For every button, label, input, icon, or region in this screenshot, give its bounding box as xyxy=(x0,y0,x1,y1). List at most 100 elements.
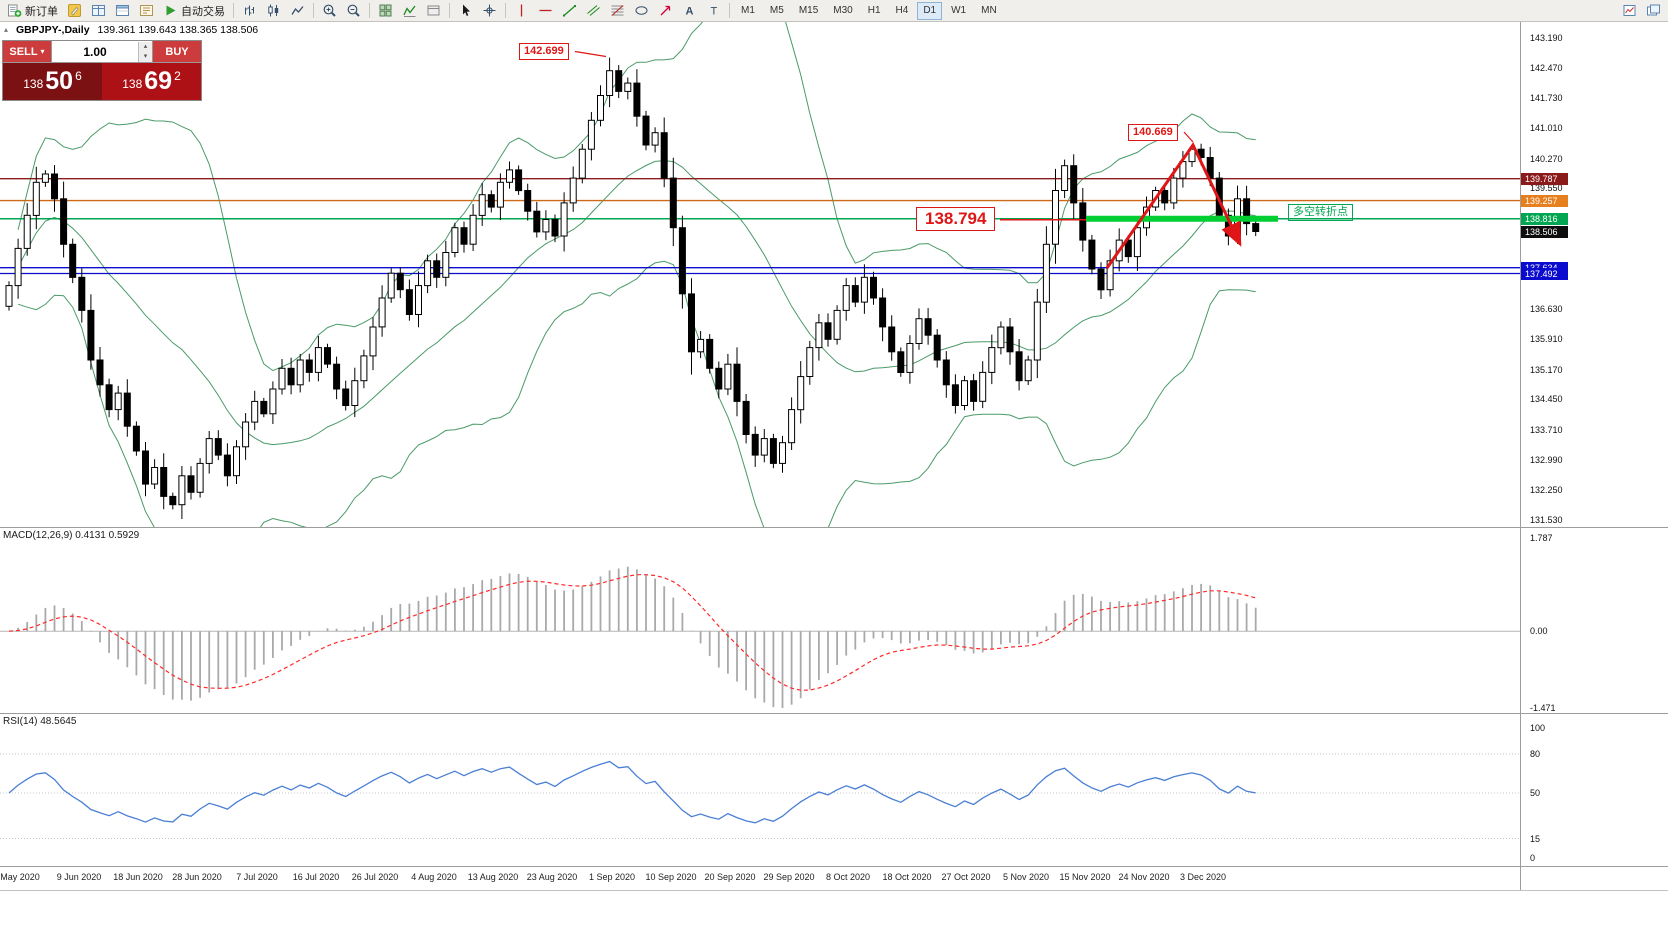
time-label: 4 Aug 2020 xyxy=(411,872,457,882)
profile-charts-icon[interactable] xyxy=(1642,0,1665,21)
zoom-in-icon[interactable] xyxy=(318,0,341,21)
navigator-icon xyxy=(139,3,154,18)
timeframe-m1-button[interactable]: M1 xyxy=(741,4,755,16)
price-tag: 137.492 xyxy=(1521,268,1568,280)
annotation-high-142699[interactable]: 142.699 xyxy=(519,43,569,60)
annotation-high-140669[interactable]: 140.669 xyxy=(1128,124,1178,141)
tile-windows-icon[interactable] xyxy=(374,0,397,21)
cursor-icon xyxy=(458,3,473,18)
crosshair-icon[interactable] xyxy=(478,0,501,21)
navigator-icon[interactable] xyxy=(135,0,158,21)
time-label: May 2020 xyxy=(0,872,40,882)
price-tick: 141.730 xyxy=(1530,93,1563,103)
timeframe-h1-button[interactable]: H1 xyxy=(867,4,881,16)
sell-label: SELL xyxy=(9,45,38,58)
autotrading-button[interactable]: 自动交易 xyxy=(159,0,229,21)
metaeditor-icon[interactable] xyxy=(63,0,86,21)
data-window-icon xyxy=(115,3,130,18)
timeframe-m5-button[interactable]: M5 xyxy=(769,4,784,16)
time-label: 8 Oct 2020 xyxy=(825,872,871,882)
sell-price-pips: 50 xyxy=(45,67,74,95)
price-scale[interactable]: 143.190 142.470 141.730 141.010 140.270 139.5… xyxy=(1520,22,1668,890)
templates-icon xyxy=(426,3,441,18)
fibonacci-icon[interactable] xyxy=(606,0,629,21)
price-tick: 141.010 xyxy=(1530,123,1563,133)
volume-field[interactable]: 1.00 ▴ ▾ xyxy=(51,41,153,62)
time-axis[interactable]: May 2020 9 Jun 2020 18 Jun 2020 28 Jun 2020… xyxy=(0,866,1520,890)
price-tick: 136.630 xyxy=(1530,304,1563,314)
bar-chart-icon[interactable] xyxy=(238,0,261,21)
sell-price-big-figure: 138 xyxy=(23,77,44,91)
horizontal-line-icon[interactable] xyxy=(534,0,557,21)
timeframe-w1-button[interactable]: W1 xyxy=(951,4,967,16)
price-tick: 133.710 xyxy=(1530,425,1563,435)
time-label: 15 Nov 2020 xyxy=(1059,872,1111,882)
equidistant-channel-icon[interactable] xyxy=(582,0,605,21)
volume-increase-icon[interactable]: ▴ xyxy=(139,41,152,52)
data-window-icon[interactable] xyxy=(111,0,134,21)
arrows-icon[interactable] xyxy=(654,0,677,21)
buy-button[interactable]: BUY xyxy=(153,41,201,62)
market-watch-icon[interactable] xyxy=(87,0,110,21)
rsi-header: RSI(14) 48.5645 xyxy=(3,716,77,727)
templates-icon[interactable] xyxy=(422,0,445,21)
one-click-collapse-icon[interactable]: ▴ xyxy=(4,25,9,34)
trendline-icon[interactable] xyxy=(558,0,581,21)
sell-button[interactable]: SELL ▾ xyxy=(3,41,51,62)
line-chart-icon[interactable] xyxy=(286,0,309,21)
price-tick: 143.190 xyxy=(1530,33,1563,43)
text-label-icon[interactable]: T xyxy=(702,0,725,21)
volume-value[interactable]: 1.00 xyxy=(83,44,107,59)
new-chart-icon[interactable] xyxy=(1618,0,1641,21)
time-label: 10 Sep 2020 xyxy=(645,872,697,882)
price-tag: 139.257 xyxy=(1521,195,1568,207)
price-tick: 131.530 xyxy=(1530,515,1563,525)
market-watch-icon xyxy=(91,3,106,18)
metaeditor-icon xyxy=(67,3,82,18)
sell-price-button[interactable]: 138 50 6 xyxy=(3,63,102,100)
price-scale-border xyxy=(1520,22,1521,890)
time-label: 1 Sep 2020 xyxy=(588,872,636,882)
time-label: 18 Jun 2020 xyxy=(113,872,163,882)
indicators-icon[interactable] xyxy=(398,0,421,21)
new-order-button[interactable]: 新订单 xyxy=(3,0,62,21)
newchart-icon xyxy=(1622,3,1637,18)
window-bottom-border xyxy=(0,890,1668,891)
timeframe-h4-button[interactable]: H4 xyxy=(895,4,909,16)
cursor-icon[interactable] xyxy=(454,0,477,21)
text-icon[interactable]: A xyxy=(678,0,701,21)
macd-pane[interactable] xyxy=(0,528,1520,714)
time-label: 13 Aug 2020 xyxy=(467,872,519,882)
shapes-icon xyxy=(634,3,649,18)
timeframe-d1-button[interactable]: D1 xyxy=(917,1,943,20)
pane-separator[interactable] xyxy=(0,527,1668,528)
vertical-line-icon[interactable] xyxy=(510,0,533,21)
price-tick: 140.270 xyxy=(1530,154,1563,164)
indicator-scale-label: 100 xyxy=(1530,723,1546,733)
price-tick: 132.250 xyxy=(1530,485,1563,495)
pane-separator[interactable] xyxy=(0,713,1668,714)
zoom-out-icon[interactable] xyxy=(342,0,365,21)
toolbar-separator xyxy=(505,3,506,18)
indicator-scale-label: 1.787 xyxy=(1530,533,1553,543)
time-label: 16 Jul 2020 xyxy=(292,872,340,882)
timeframe-m15-button[interactable]: M15 xyxy=(798,4,819,16)
annotation-key-level-138794[interactable]: 138.794 xyxy=(916,207,996,231)
shapes-icon[interactable] xyxy=(630,0,653,21)
sell-price-point: 6 xyxy=(75,69,82,83)
timeframe-m30-button[interactable]: M30 xyxy=(833,4,853,16)
toolbar-separator xyxy=(313,3,314,18)
buy-price-button[interactable]: 138 69 2 xyxy=(102,63,201,100)
timeframe-mn-button[interactable]: MN xyxy=(981,4,997,16)
time-label: 5 Nov 2020 xyxy=(1002,872,1050,882)
candlestick-chart-icon[interactable] xyxy=(262,0,285,21)
rsi-pane[interactable] xyxy=(0,714,1520,866)
time-label: 24 Nov 2020 xyxy=(1118,872,1170,882)
main-toolbar: 新订单 自动交易 A T M1 M5 M15 M30 H1 H4 D1 W1 MN xyxy=(0,0,1668,22)
price-chart-area[interactable] xyxy=(0,22,1520,528)
sell-options-caret-icon[interactable]: ▾ xyxy=(40,47,45,56)
time-label: 9 Jun 2020 xyxy=(56,872,102,882)
volume-decrease-icon[interactable]: ▾ xyxy=(139,51,152,62)
price-tag: 139.787 xyxy=(1521,173,1568,185)
annotation-turning-point[interactable]: 多空转折点 xyxy=(1288,204,1353,221)
